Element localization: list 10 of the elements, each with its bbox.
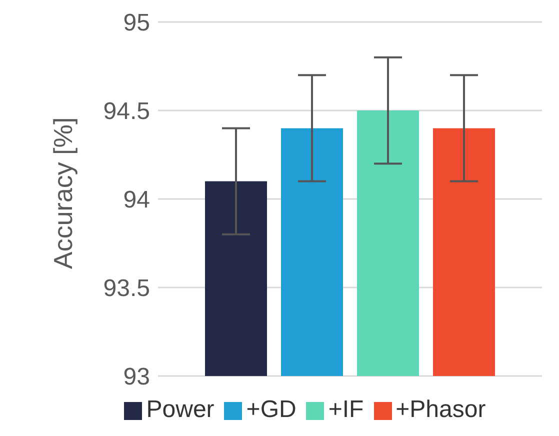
legend-label: +IF bbox=[328, 396, 364, 423]
y-tick-label: 95 bbox=[123, 10, 150, 37]
legend-label: Power bbox=[146, 396, 214, 423]
legend-label: +GD bbox=[246, 396, 296, 423]
y-tick-label: 93.5 bbox=[103, 275, 150, 302]
y-axis-title: Accuracy [%] bbox=[48, 117, 78, 269]
legend-label: +Phasor bbox=[396, 396, 486, 423]
y-tick-label: 94 bbox=[123, 186, 150, 214]
y-tick-label: 93 bbox=[123, 364, 150, 391]
y-tick-label: 94.5 bbox=[103, 98, 150, 126]
